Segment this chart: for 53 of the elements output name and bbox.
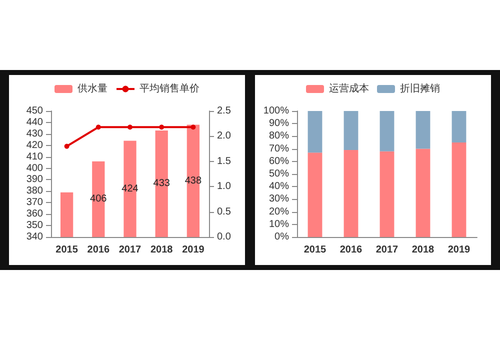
bar	[416, 148, 430, 237]
bar	[344, 150, 358, 237]
x-tick-label: 2019	[448, 244, 471, 256]
y-tick-label: 350	[26, 220, 44, 232]
y2-tick-label: 1.5	[217, 156, 232, 167]
y2-tick-label: 0.0	[217, 232, 232, 242]
bar	[380, 151, 394, 237]
y-tick-label: 20%	[268, 206, 290, 218]
y2-tick-label: 2.5	[217, 106, 232, 116]
y-tick-label: 430	[26, 128, 44, 140]
y-tick-label: 60%	[268, 156, 290, 167]
x-tick-label: 2015	[56, 244, 78, 256]
y-tick-label: 100%	[263, 106, 290, 116]
x-tick-label: 2017	[376, 244, 399, 256]
legend-label: 平均销售单价	[140, 82, 200, 94]
y-tick-label: 10%	[268, 218, 290, 230]
y-tick-label: 70%	[268, 143, 290, 154]
y2-tick-label: 1.0	[217, 181, 232, 192]
x-tick-label: 2019	[182, 244, 205, 256]
y-tick-label: 400	[26, 162, 44, 174]
x-tick-label: 2016	[340, 244, 363, 256]
y-tick-label: 50%	[268, 168, 290, 180]
x-tick-label: 2018	[150, 244, 174, 256]
bar	[380, 111, 394, 152]
bar	[452, 142, 466, 237]
legend-label: 运营成本	[329, 82, 369, 94]
x-tick-label: 2017	[118, 244, 142, 256]
bar	[308, 111, 322, 153]
y-tick-label: 40%	[268, 181, 290, 192]
y-tick-label: 340	[26, 232, 44, 242]
y-tick-label: 30%	[268, 194, 290, 205]
y-tick-label: 390	[26, 174, 44, 186]
y-tick-label: 410	[26, 151, 44, 162]
y-tick-label: 450	[26, 106, 44, 116]
y-tick-label: 360	[26, 208, 44, 220]
bar	[344, 111, 358, 150]
bar	[308, 152, 322, 237]
bar	[452, 111, 466, 142]
bar	[416, 111, 430, 149]
x-tick-label: 2016	[87, 244, 110, 256]
y-tick-label: 80%	[268, 130, 290, 142]
x-tick-label: 2018	[412, 244, 435, 256]
y-tick-label: 440	[26, 116, 44, 128]
y-tick-label: 380	[26, 186, 44, 197]
y2-tick-label: 2.0	[217, 130, 232, 142]
x-tick-label: 2015	[304, 244, 327, 256]
y2-tick-label: 0.5	[217, 206, 232, 218]
legend-label: 供水量	[78, 82, 108, 94]
y-tick-label: 90%	[268, 118, 290, 130]
y-tick-label: 370	[26, 197, 44, 208]
y-tick-label: 420	[26, 140, 44, 151]
y-tick-label: 0%	[274, 232, 290, 242]
legend-label: 折旧摊销	[400, 82, 440, 94]
